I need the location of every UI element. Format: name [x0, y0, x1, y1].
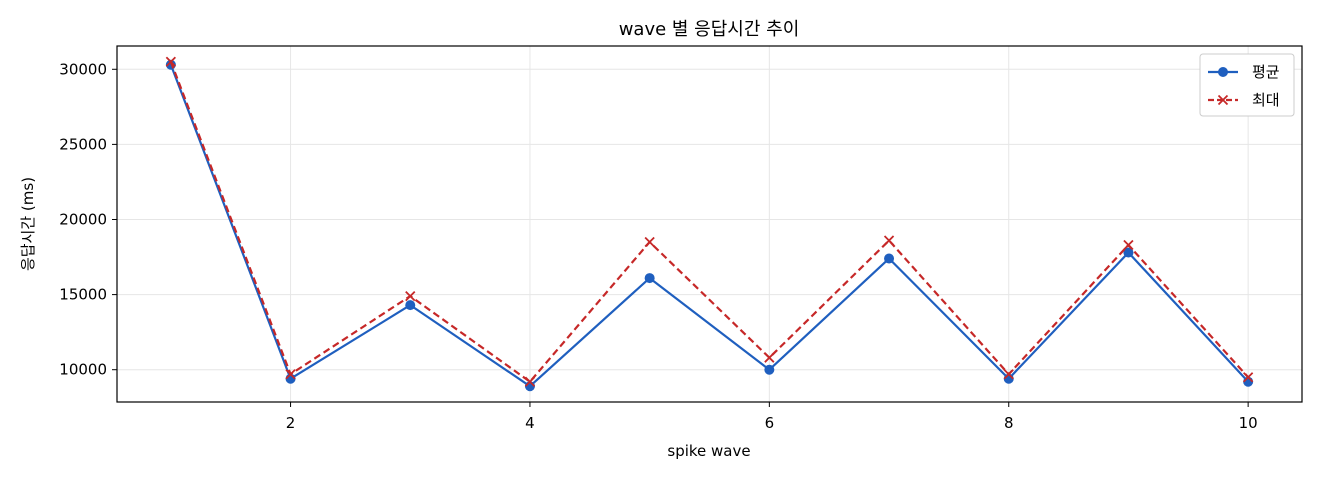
legend-label: 평균	[1252, 63, 1280, 81]
x-tick-label: 4	[525, 414, 535, 432]
data-point	[285, 369, 296, 380]
legend-marker	[1218, 67, 1228, 77]
y-tick-label: 25000	[59, 135, 107, 153]
x-tick-label: 10	[1239, 414, 1258, 432]
data-point	[764, 364, 775, 375]
plot-area-frame	[116, 45, 1303, 403]
legend-item: 평균	[1208, 63, 1280, 81]
y-axis-ticks: 10000 15000 20000 25000 30000	[59, 60, 117, 379]
y-tick-label: 30000	[59, 60, 107, 78]
data-point	[1123, 247, 1134, 258]
data-point	[884, 253, 895, 264]
data-point	[1123, 239, 1134, 251]
series-1	[165, 59, 1254, 392]
grid-lines	[117, 46, 1302, 402]
data-point	[883, 235, 895, 246]
data-point	[405, 290, 416, 302]
data-point	[1003, 369, 1014, 380]
data-point	[405, 300, 416, 311]
series-layer	[165, 56, 1254, 392]
x-tick-label: 6	[765, 414, 775, 432]
x-tick-label: 8	[1004, 414, 1014, 432]
y-tick-label: 20000	[59, 210, 107, 228]
y-axis-label: 응답시간 (ms)	[19, 177, 37, 271]
data-point	[1243, 372, 1254, 383]
data-point	[524, 376, 536, 387]
legend-box	[1199, 53, 1295, 117]
y-tick-label: 10000	[59, 361, 107, 379]
x-tick-label: 2	[286, 414, 296, 432]
series-line	[169, 64, 1249, 388]
data-point	[165, 56, 177, 67]
series-line	[169, 61, 1249, 383]
data-point	[644, 273, 655, 284]
legend-marker	[1217, 94, 1229, 106]
data-point	[764, 352, 775, 363]
series-2	[165, 56, 1254, 387]
y-tick-label: 15000	[59, 286, 107, 304]
data-point	[644, 236, 655, 248]
x-axis-label: spike wave	[667, 442, 750, 460]
legend-label: 최대	[1252, 91, 1280, 109]
legend-item: 최대	[1208, 91, 1280, 109]
chart-title: wave 별 응답시간 추이	[619, 19, 800, 40]
x-axis-ticks: 2 4 6 8 10	[286, 402, 1258, 432]
